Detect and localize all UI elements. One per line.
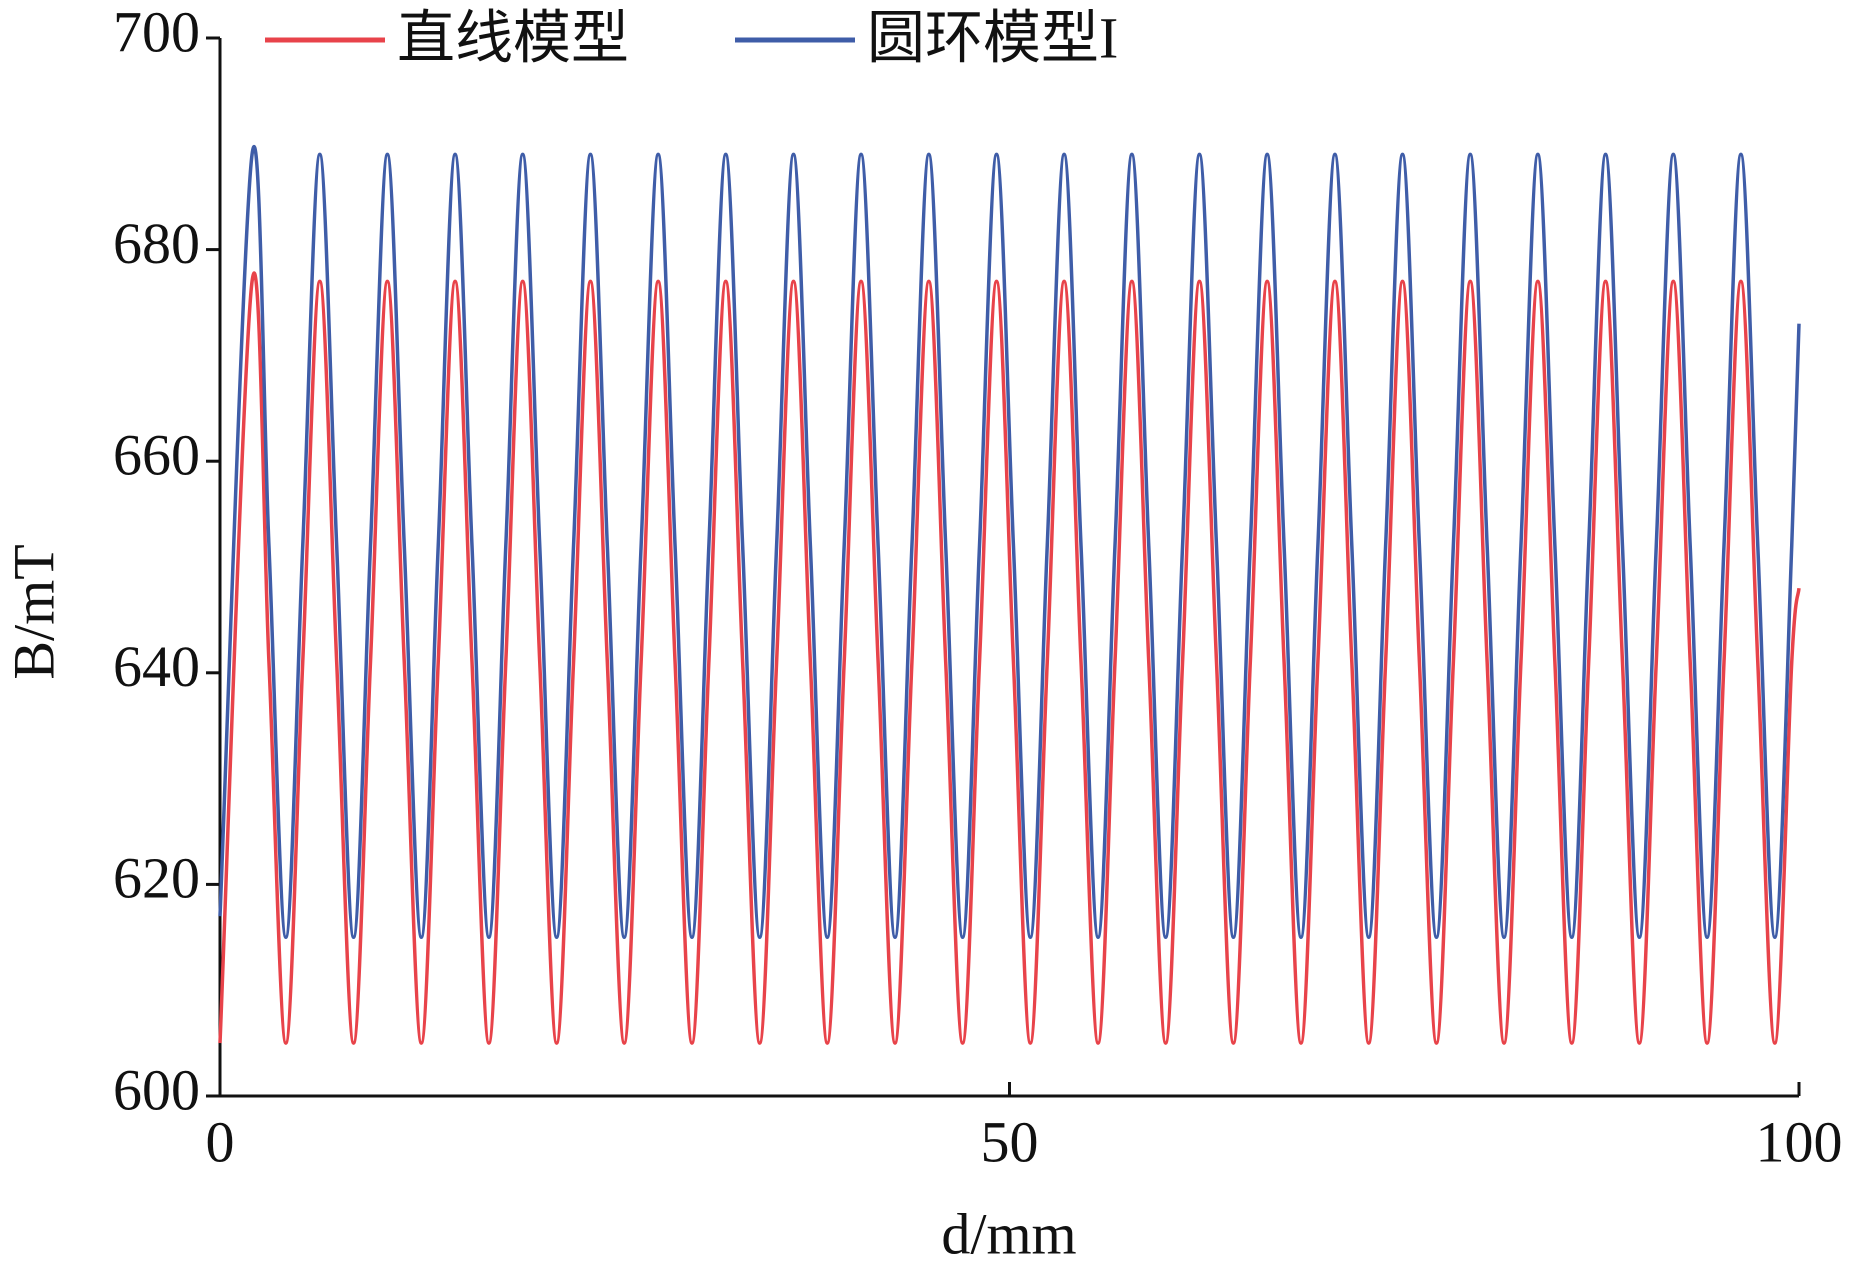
legend-label: 直线模型 <box>397 5 629 70</box>
y-tick-label: 600 <box>113 1057 200 1122</box>
y-tick-label: 640 <box>113 634 200 699</box>
x-tick-label: 100 <box>1756 1109 1843 1174</box>
y-axis-label: B/mT <box>1 544 66 679</box>
series-line <box>218 271 1801 1045</box>
x-tick-label: 0 <box>206 1109 235 1174</box>
x-axis-label: d/mm <box>941 1201 1076 1266</box>
series-line <box>218 144 1801 940</box>
y-tick-label: 620 <box>113 846 200 911</box>
legend-label: 圆环模型I <box>867 5 1118 70</box>
y-tick-label: 700 <box>113 0 200 64</box>
x-tick-label: 50 <box>981 1109 1039 1174</box>
y-tick-label: 660 <box>113 423 200 488</box>
y-tick-label: 680 <box>113 211 200 276</box>
